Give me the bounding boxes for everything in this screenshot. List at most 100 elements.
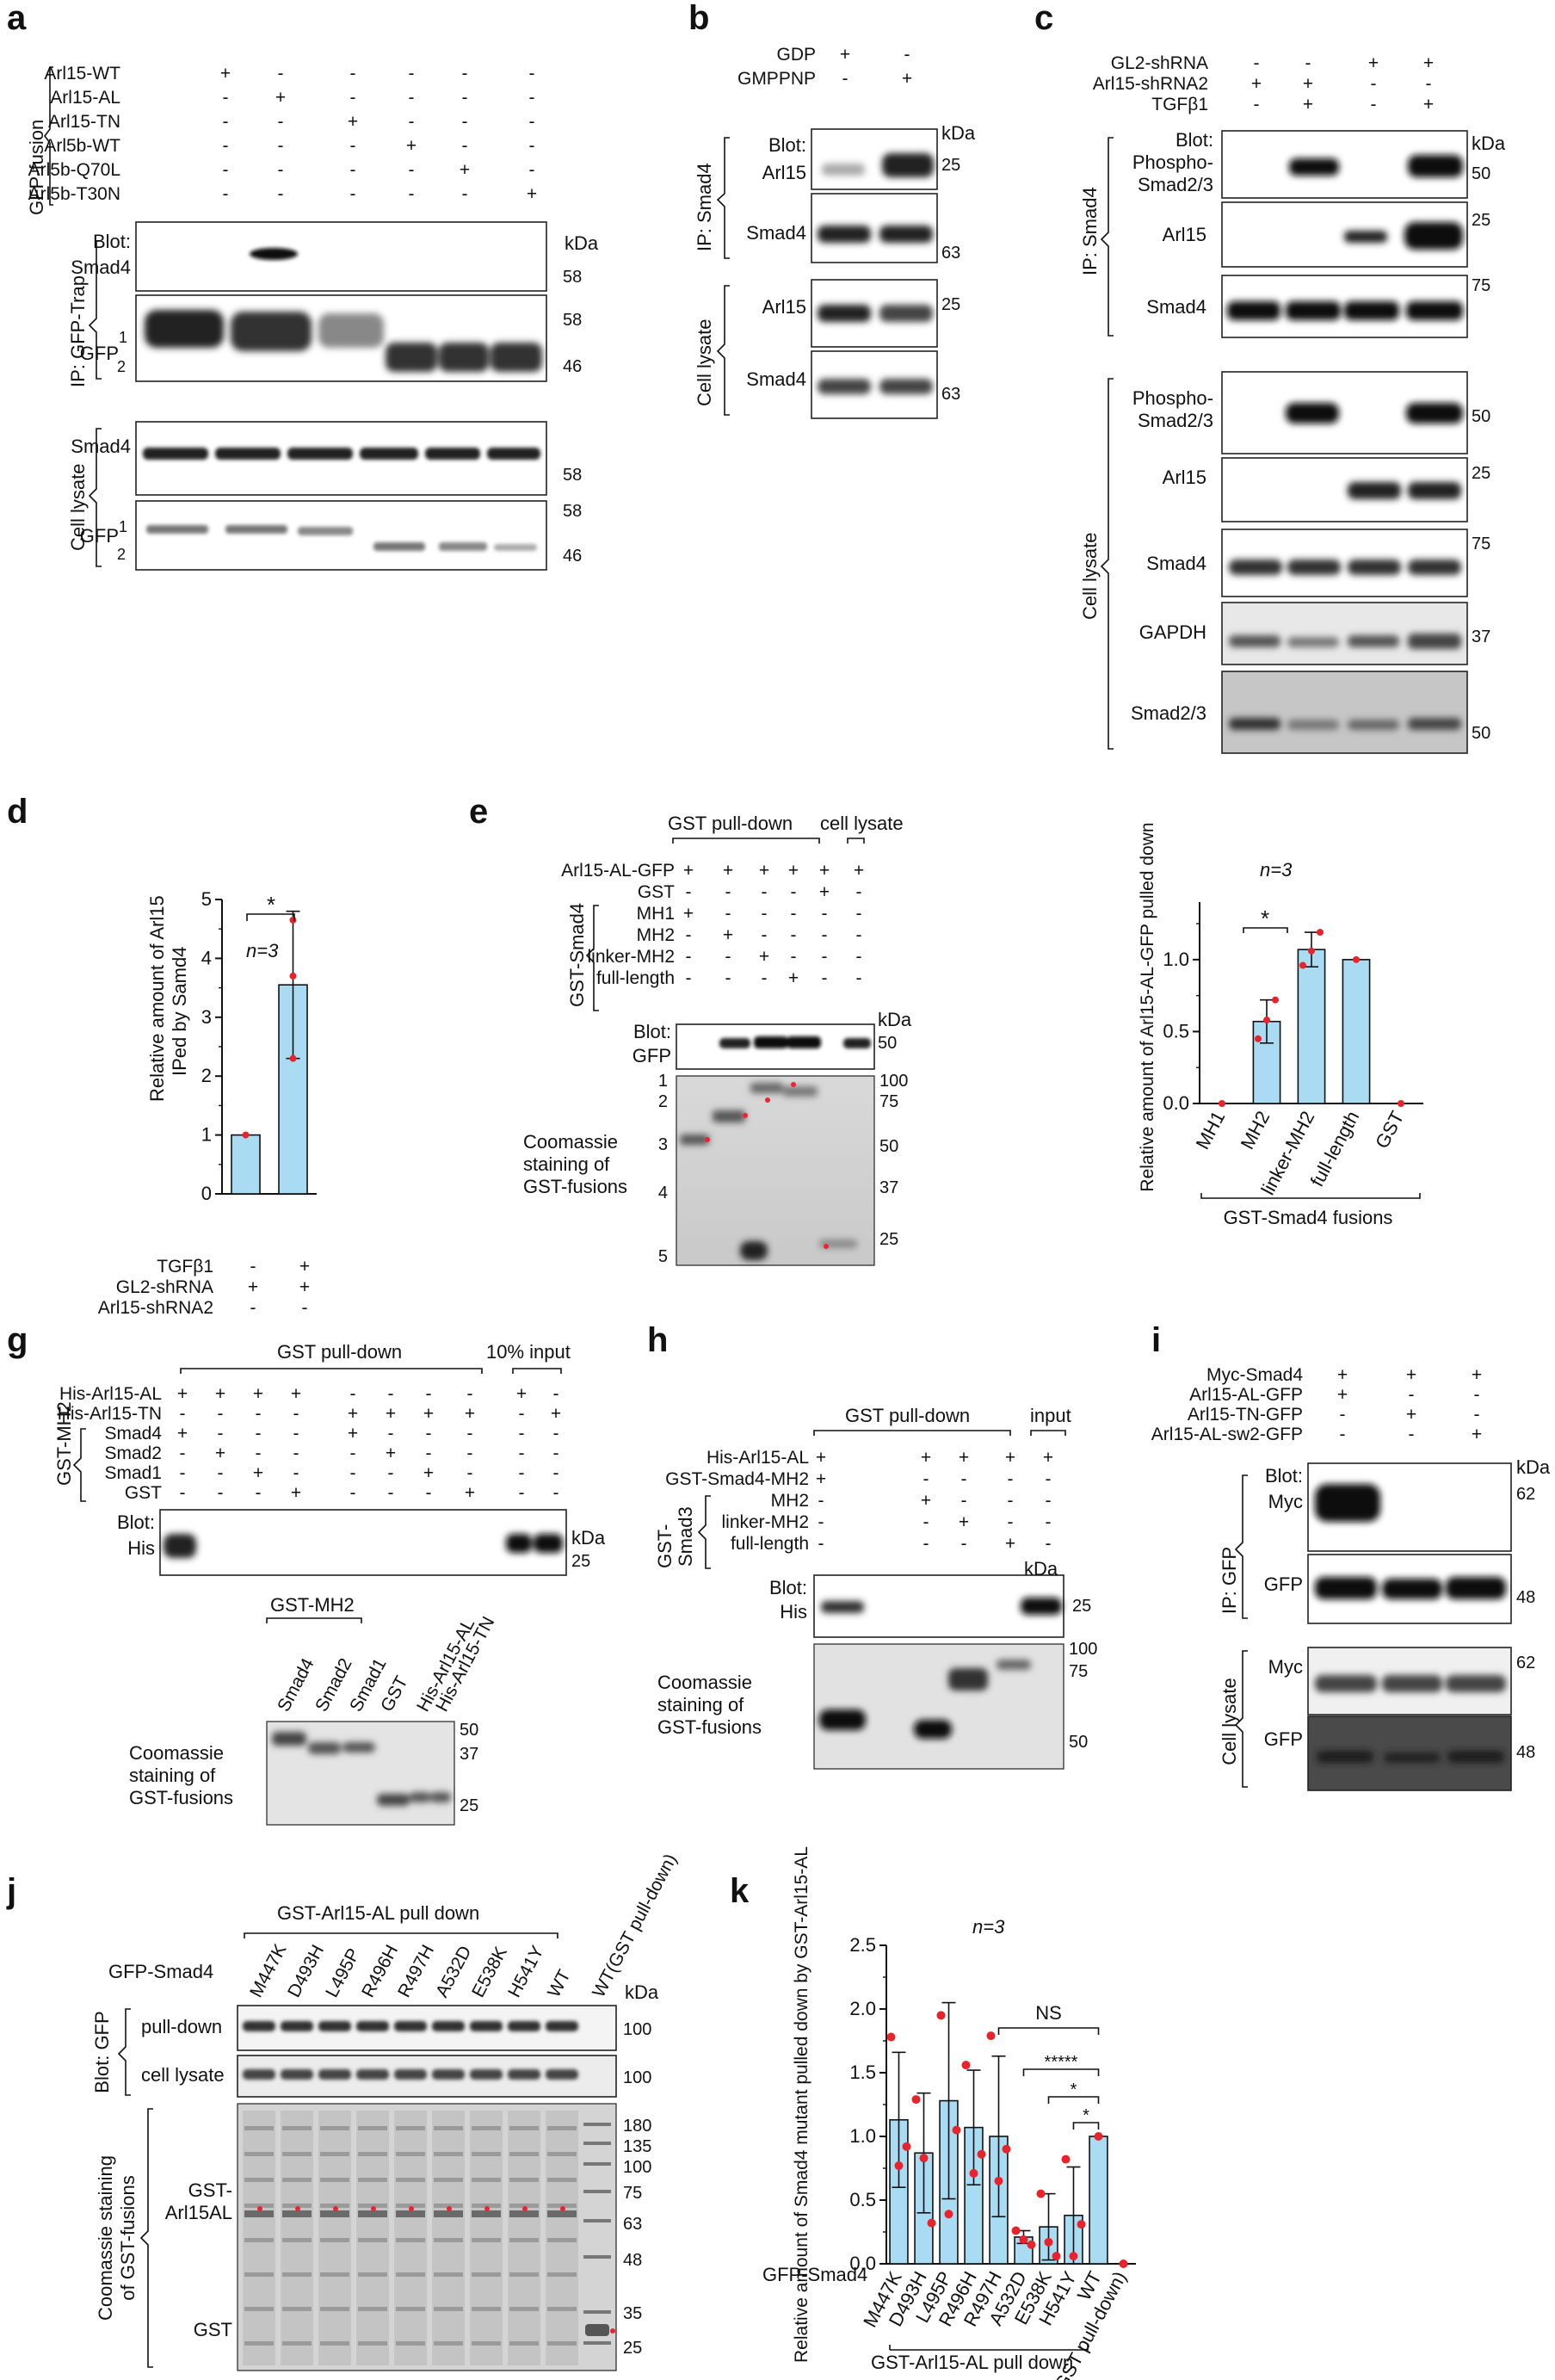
condition-sign: +: [819, 861, 830, 881]
condition-sign: +: [816, 1448, 826, 1468]
panel-d: d 0 1 2 3 4 5 * Relative amount of Arl15 IPed …: [7, 793, 317, 1318]
band: [432, 2069, 465, 2080]
condition-sign: -: [818, 1491, 824, 1511]
data-point: [977, 2149, 986, 2159]
data-point: [1061, 2154, 1071, 2164]
x-tick-label: GST: [1371, 1108, 1408, 1153]
gel-band: [434, 2238, 463, 2242]
j-gel-bands: [243, 2111, 615, 2365]
gel-bracket: [139, 2108, 153, 2368]
mw-50: 50: [1472, 164, 1490, 183]
condition-sign: -: [553, 1424, 559, 1443]
gel-band: [320, 2238, 349, 2242]
gel-band: [358, 2307, 387, 2311]
condition-sign: -: [1426, 74, 1432, 94]
y-tick-label: 3: [201, 1006, 212, 1028]
gel-band: [547, 2126, 577, 2130]
gel-band: [547, 2341, 577, 2346]
g-gel-bands: [272, 1732, 451, 1806]
condition-sign: -: [256, 1483, 262, 1503]
condition-sign: -: [218, 1483, 224, 1503]
condition-row-label: Smad4: [104, 1424, 162, 1443]
condition-sign: -: [519, 1424, 525, 1443]
gel-band: [244, 2307, 274, 2311]
mw-25: 25: [571, 1552, 590, 1571]
kda-label: kDa: [1516, 1456, 1551, 1478]
panel-h-condition-table: His-Arl15-AL + + + + +GST-Smad4-MH2 + - - - -MH2- +…: [665, 1448, 1053, 1554]
panel-j: j GST-Arl15-AL pull down GFP-Smad4 M447K…: [6, 1851, 681, 2371]
y-tick-label: 2: [201, 1065, 212, 1086]
band: [394, 2021, 427, 2031]
cell-lysate-label: Cell lysate: [1219, 1678, 1240, 1765]
condition-sign: -: [302, 1298, 308, 1318]
gfp-smad4-label: GFP-Smad4: [762, 2264, 867, 2285]
gel-band: [434, 2272, 463, 2277]
y-axis-label: Relative amount of Arl15: [146, 895, 168, 1102]
panel-g-condition-table: His-Arl15-AL + + + + - - - - + -His-Arl15-TN - - - - + +…: [58, 1384, 561, 1503]
blot-label: Blot:: [1265, 1465, 1303, 1487]
mw-label: 35: [623, 2304, 642, 2323]
condition-sign: -: [822, 947, 828, 967]
condition-sign: +: [902, 69, 912, 89]
condition-sign: -: [1409, 1385, 1415, 1405]
significance-star: *****: [1045, 2053, 1078, 2072]
condition-sign: -: [1474, 1385, 1480, 1405]
c-ip-bands: [1227, 155, 1463, 320]
condition-sign: -: [256, 1404, 262, 1424]
gel-band: [396, 2307, 425, 2311]
lysate-bracket: [716, 285, 730, 416]
condition-sign: +: [177, 1424, 188, 1443]
mw-37: 37: [879, 1178, 898, 1197]
band: [250, 248, 298, 260]
condition-sign: -: [519, 1443, 525, 1463]
c-lysate-bands: [1229, 403, 1463, 730]
blot-label: Blot:: [117, 1511, 155, 1533]
mw-37: 37: [1472, 627, 1490, 646]
condition-sign: +: [253, 1463, 263, 1483]
arl15-label: Arl15: [762, 296, 806, 318]
blot-label: Blot:: [768, 134, 806, 156]
data-point: [1036, 2189, 1046, 2198]
condition-sign: -: [293, 1443, 299, 1463]
condition-sign: +: [460, 160, 470, 180]
condition-sign: -: [904, 45, 910, 65]
cell-lysate-header: cell lysate: [820, 813, 904, 834]
condition-sign: +: [1043, 1448, 1053, 1468]
mw-label: 25: [623, 2339, 642, 2358]
gst-smad3-label: Smad3: [675, 1506, 696, 1567]
condition-sign: -: [426, 1424, 432, 1443]
phospho-label: Phospho-: [1132, 387, 1213, 409]
condition-row-label: Arl15-TN-GFP: [1188, 1405, 1303, 1425]
gel-e-coomassie: [676, 1075, 875, 1266]
condition-row-label: Arl15-AL-GFP: [1189, 1385, 1303, 1405]
gel-band: [244, 2126, 274, 2130]
panel-k: k n=3 0.00.51.01.52.02.5M447KD493HL495PR…: [730, 1846, 1136, 2380]
input-header: input: [1030, 1405, 1071, 1426]
y-tick-label: 0.0: [1163, 1092, 1189, 1114]
gst-band: [585, 2324, 609, 2336]
panel-letter-c: c: [1034, 0, 1053, 37]
gst-arl15al-label: GST-: [188, 2179, 232, 2201]
arl15-label: Arl15: [1163, 467, 1206, 488]
condition-sign: -: [923, 1469, 929, 1489]
smad4-label: Smad4: [1146, 296, 1206, 318]
gel-band: [509, 2341, 539, 2346]
lane-label: WT: [544, 1967, 575, 2001]
condition-sign: -: [388, 1384, 394, 1404]
gel-band: [509, 2307, 539, 2311]
gfp-label: GFP: [1264, 1728, 1303, 1750]
gst-arl15-band: [282, 2210, 312, 2217]
marker-dot: [371, 2206, 376, 2211]
gel-band: [472, 2272, 501, 2277]
mw-25: 25: [941, 295, 960, 314]
ns-label: NS: [1035, 2002, 1062, 2024]
phospho-label: Phospho-: [1132, 151, 1213, 173]
y-tick-label: 1.0: [849, 2125, 876, 2147]
condition-sign: +: [1303, 74, 1313, 94]
condition-sign: +: [527, 184, 537, 204]
gel-band: [396, 2341, 425, 2346]
band-2-label: 2: [117, 546, 126, 563]
gel-band: [282, 2272, 312, 2277]
band: [432, 2021, 465, 2031]
condition-sign: -: [686, 947, 692, 967]
